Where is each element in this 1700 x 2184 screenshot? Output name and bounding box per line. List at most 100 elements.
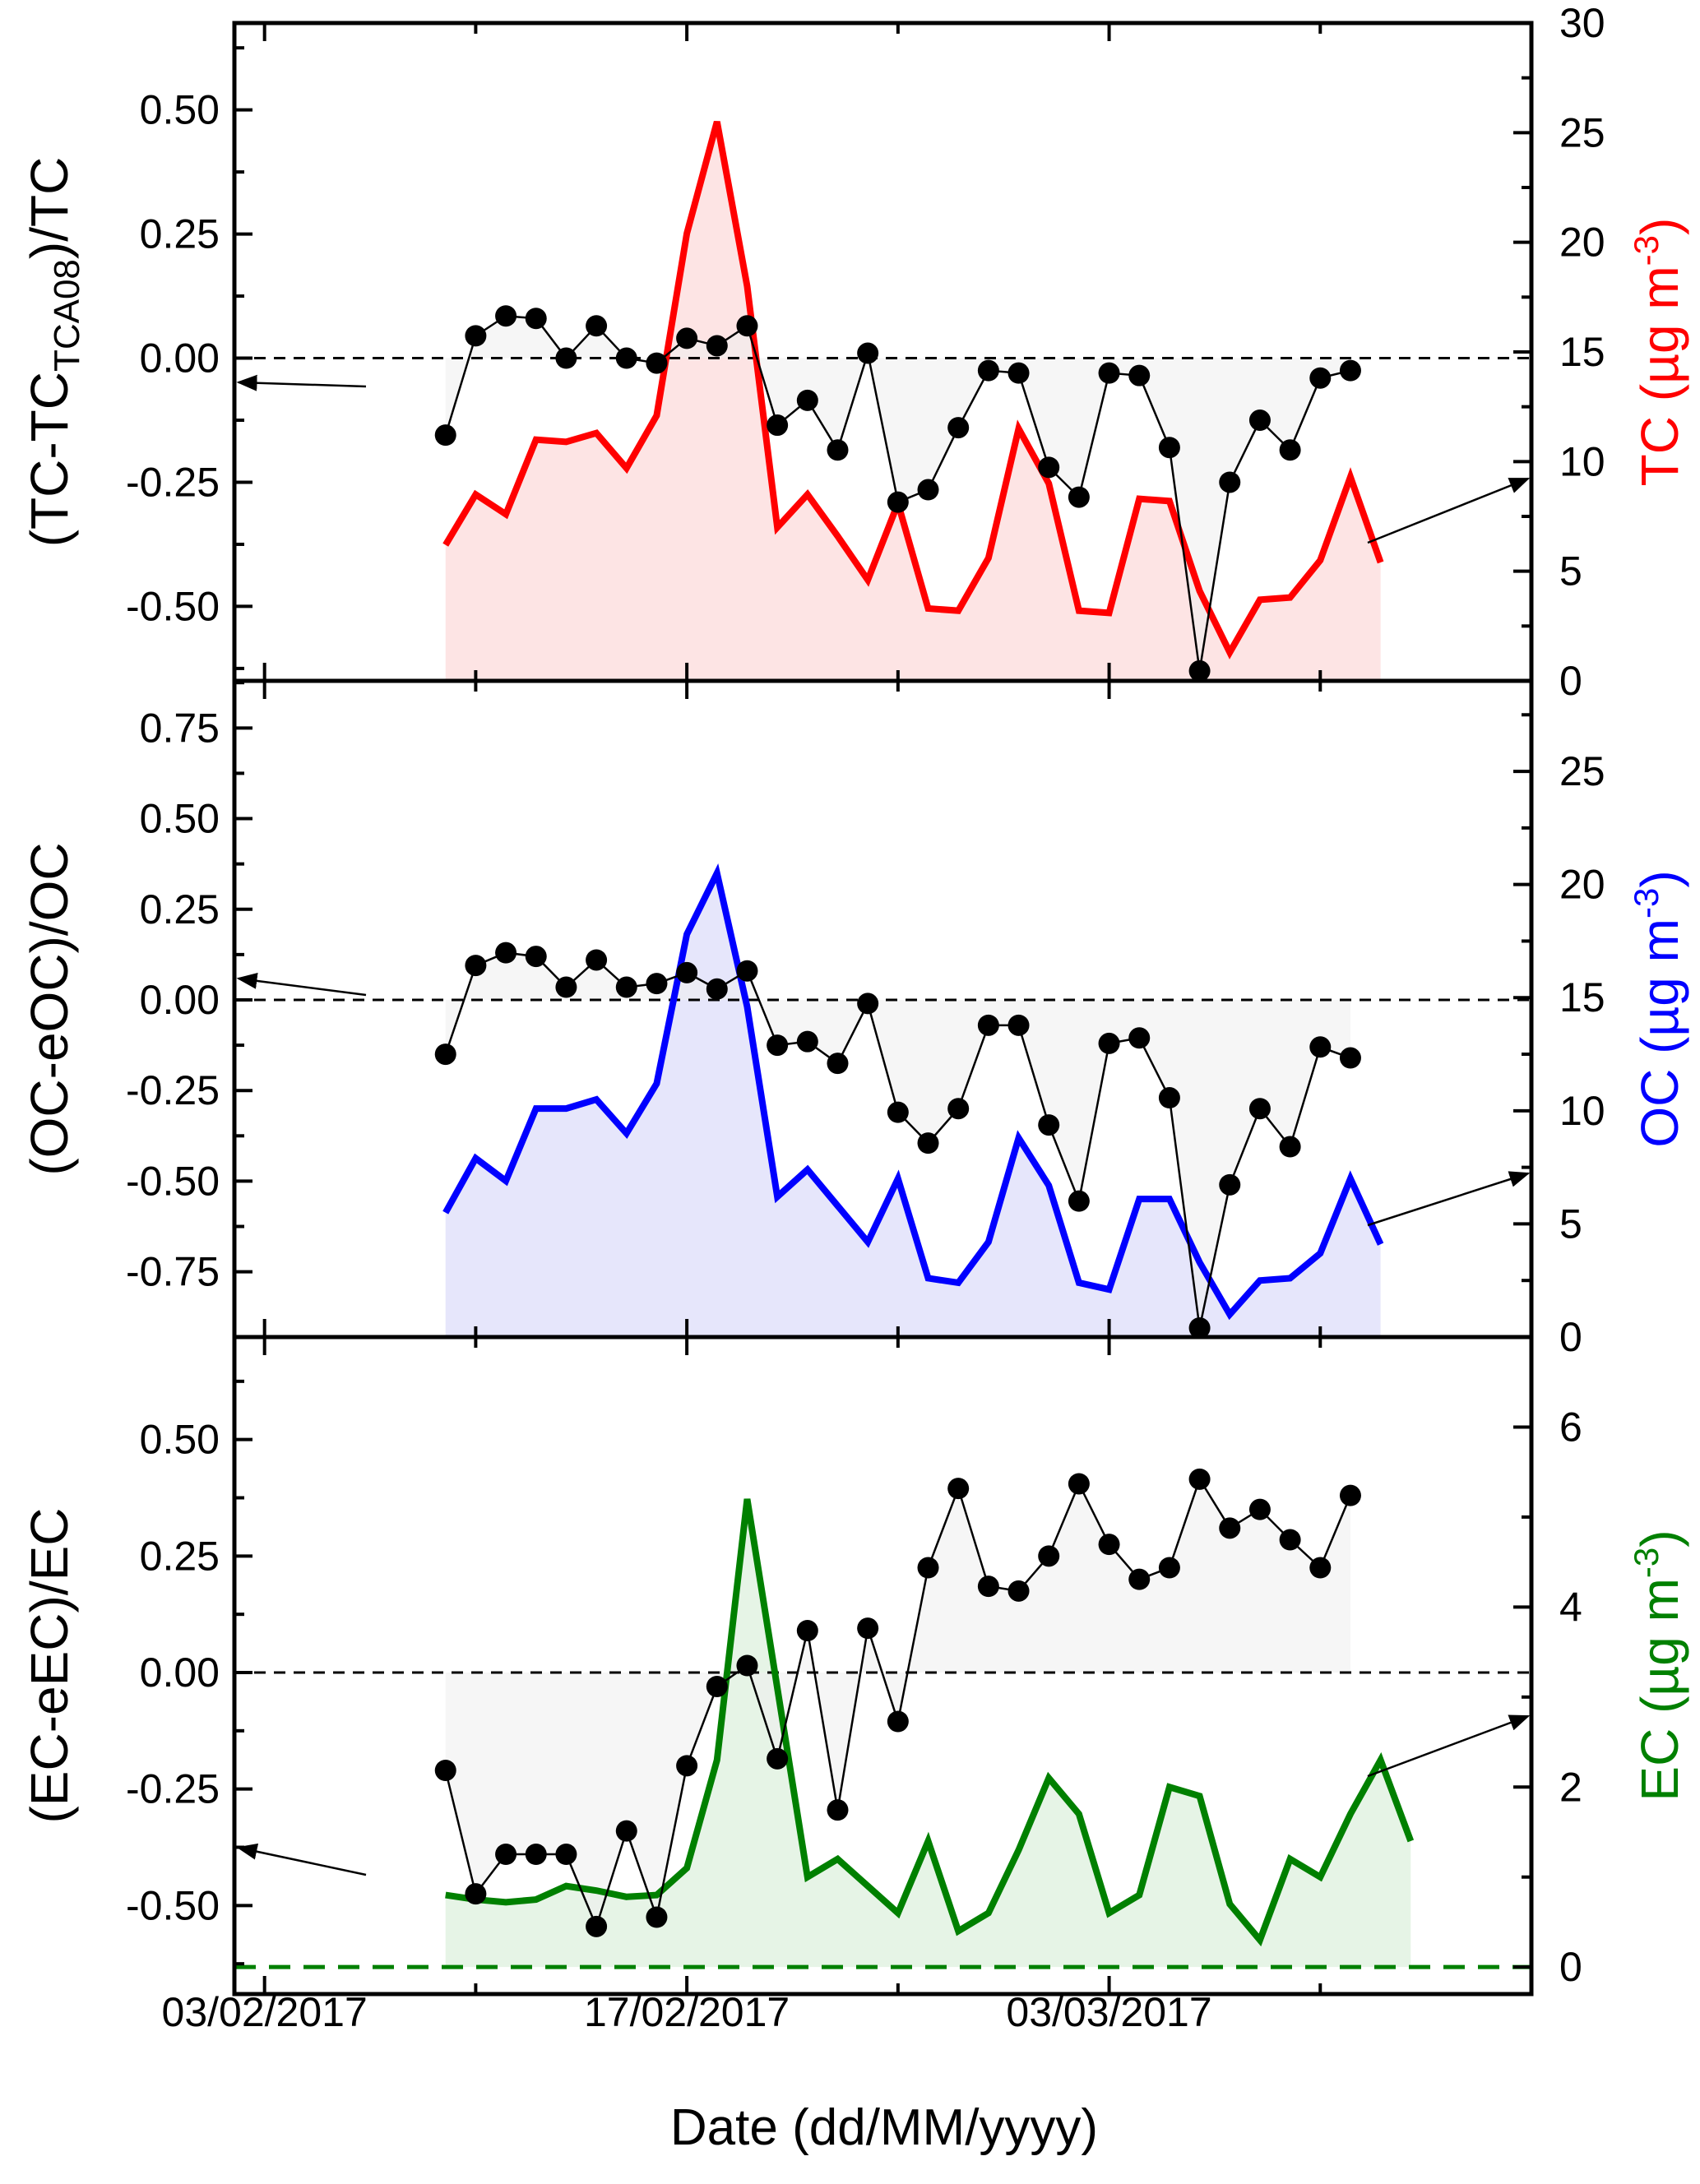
tc-conc-area: [445, 122, 1381, 681]
ec-ratio-point: [827, 1799, 849, 1821]
tc-ratio-point: [555, 347, 577, 369]
ec-ratio-point: [1188, 1468, 1211, 1490]
y2-tick-label: 0: [1559, 1944, 1582, 1990]
y2-tick-label: 0: [1559, 658, 1582, 704]
oc-ratio-point: [1188, 1316, 1211, 1339]
y-tick-label: 0.50: [140, 87, 220, 133]
y2-tick-label: 2: [1559, 1764, 1582, 1810]
ec-ratio-point: [586, 1915, 608, 1937]
tc-ratio-point: [1098, 362, 1120, 384]
ec-ratio-point: [947, 1478, 970, 1500]
ec-right-axis-arrow: [1367, 1714, 1531, 1778]
oc-ratio-point: [1309, 1036, 1332, 1058]
ec-ratio-point: [1339, 1484, 1361, 1506]
tc-ratio-point: [706, 335, 728, 357]
panels-layer: 0.500.250.00-0.25-0.50051015202530(TC-TC…: [20, 0, 1689, 1997]
oc-ratio-point: [1068, 1190, 1090, 1212]
y2-tick-label: 25: [1559, 748, 1605, 794]
y2-tick-label: 10: [1559, 1088, 1605, 1134]
oc-ratio-point: [1279, 1136, 1301, 1158]
ec-ratio-point: [857, 1617, 879, 1640]
oc-ratio-point: [736, 960, 758, 982]
oc-ratio-point: [827, 1053, 849, 1075]
y-tick-label: -0.75: [126, 1249, 220, 1295]
tc-ratio-point: [1339, 359, 1361, 382]
ec-ratio-point: [706, 1676, 728, 1697]
tc-ratio-point: [977, 359, 999, 382]
title-part: ): [1630, 218, 1689, 235]
tc-ratio-point: [796, 389, 818, 411]
tc-ratio-point: [1128, 364, 1151, 386]
title-superscript: -3: [1627, 888, 1665, 918]
y2-tick-label: 0: [1559, 1314, 1582, 1360]
oc-ratio-point: [586, 949, 608, 971]
ec-frame: [232, 1335, 1534, 1997]
y-tick-label: -0.25: [126, 1766, 220, 1812]
title-part: (µg m: [1630, 266, 1689, 401]
ec-ratio-point: [1098, 1534, 1120, 1556]
x-tick-label: 17/02/2017: [584, 1989, 790, 2035]
oc-ratio-point: [796, 1030, 818, 1053]
oc-ratio-point: [465, 955, 487, 977]
ec-ratio-point: [1248, 1498, 1271, 1520]
tc-ratio-point: [646, 352, 668, 374]
ec-ratio-point: [646, 1906, 668, 1928]
tc-ratio-point: [525, 308, 547, 330]
ec-ratio-point: [615, 1820, 637, 1842]
ec-ratio-point: [525, 1844, 547, 1865]
ec-ratio-point: [977, 1576, 999, 1598]
tc-right-axis-title: TC (µg m-3): [1627, 218, 1689, 487]
oc-ratio-point: [495, 942, 517, 964]
y-tick-label: -0.25: [126, 459, 220, 505]
oc-ratio-fill: [445, 952, 1350, 1328]
title-part: (µg m: [1630, 1578, 1689, 1714]
oc-ratio-point: [1007, 1014, 1030, 1036]
oc-ratio-point: [525, 946, 547, 968]
y-tick-label: 0.50: [140, 1417, 220, 1463]
ec-ratio-point: [1038, 1545, 1060, 1567]
y-tick-label: -0.50: [126, 1882, 220, 1928]
tc-ratio-point: [434, 424, 456, 447]
panel-ec: 0.50 0.25 0.00 -0.25 -0.50 0 2 4 6 (EC-eEC)/EC EC …: [20, 1335, 1689, 1997]
tc-ratio-point: [887, 491, 909, 513]
title-superscript: -3: [1627, 235, 1665, 266]
oc-left-axis-arrow: [236, 972, 367, 997]
oc-ratio-point: [857, 993, 879, 1015]
ec-conc-area: [445, 1499, 1411, 1968]
y2-tick-label: 30: [1559, 0, 1605, 46]
tc-ratio-point: [1188, 659, 1211, 682]
title-part: )/TC: [20, 157, 79, 259]
y2-tick-label: 20: [1559, 862, 1605, 908]
ec-ratio-point: [676, 1755, 698, 1777]
tc-ratio-point: [767, 414, 789, 437]
ec-ratio-point: [465, 1883, 487, 1905]
y2-tick-label: 5: [1559, 548, 1582, 595]
ec-ratio-point: [434, 1760, 456, 1781]
oc-right-axis-arrow: [1367, 1171, 1531, 1227]
title-part: OC: [1630, 1054, 1689, 1148]
y2-tick-label: 5: [1559, 1201, 1582, 1247]
x-tick-label: 03/02/2017: [162, 1989, 368, 2035]
tc-ratio-point: [1219, 471, 1241, 493]
ec-ratio-point: [1219, 1517, 1241, 1539]
oc-ratio-point: [1339, 1047, 1361, 1069]
tc-ratio-point: [1309, 367, 1332, 389]
ec-left-axis-arrow: [236, 1843, 367, 1876]
y2-tick-label: 4: [1559, 1584, 1582, 1630]
oc-ratio-point: [615, 976, 637, 998]
ec-left-axis-title: (EC-eEC)/EC: [20, 1507, 79, 1823]
y-tick-label: -0.50: [126, 1158, 220, 1204]
y-tick-label: 0.00: [140, 1650, 220, 1696]
title-part: TC: [1630, 401, 1689, 486]
oc-ratio-point: [555, 976, 577, 998]
y-tick-label: -0.25: [126, 1067, 220, 1113]
oc-ratio-point: [676, 961, 698, 983]
y2-tick-label: 20: [1559, 220, 1605, 266]
y-tick-label: 0.25: [140, 1533, 220, 1579]
oc-right-axis-title: OC (µg m-3): [1627, 870, 1689, 1147]
y-tick-label: 0.25: [140, 211, 220, 257]
tc-ratio-point: [465, 325, 487, 347]
tc-ratio-point: [1279, 439, 1301, 461]
x-axis-title: Date (dd/MM/yyyy): [670, 2099, 1098, 2156]
